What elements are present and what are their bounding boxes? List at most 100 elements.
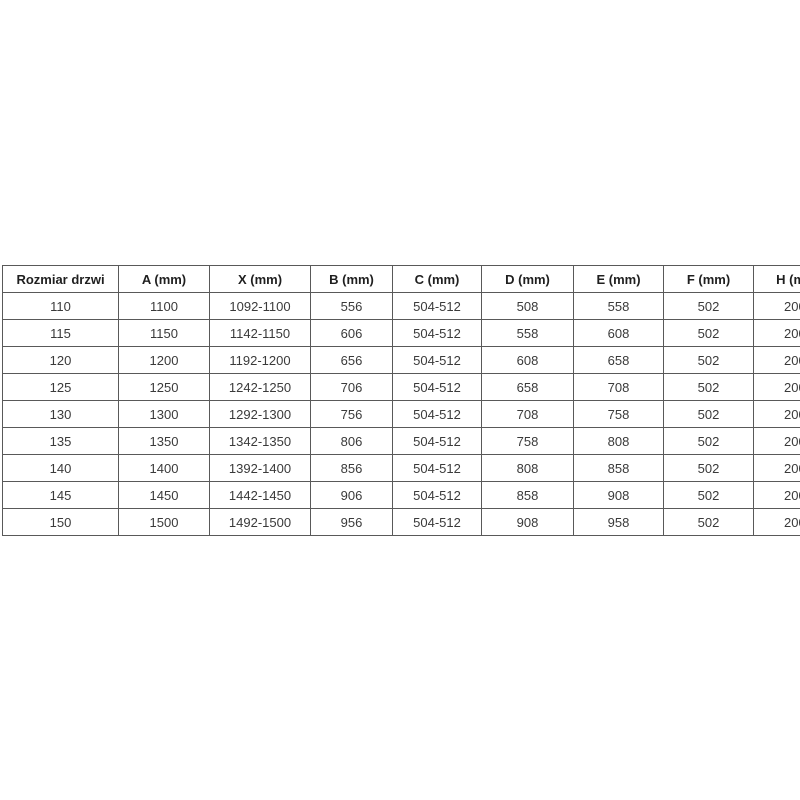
table-cell: 958 bbox=[573, 508, 664, 536]
table-cell: 706 bbox=[310, 373, 393, 401]
table-cell: 2000 bbox=[753, 427, 800, 455]
table-cell: 120 bbox=[2, 346, 119, 374]
table-cell: 150 bbox=[2, 508, 119, 536]
door-dimensions-table: Rozmiar drzwi A (mm) X (mm) B (mm) C (mm) D (… bbox=[2, 265, 800, 536]
table-header: Rozmiar drzwi A (mm) X (mm) B (mm) C (mm) D (… bbox=[2, 265, 800, 293]
table-cell: 502 bbox=[663, 400, 754, 428]
table-cell: 1342-1350 bbox=[209, 427, 311, 455]
table-cell: 502 bbox=[663, 508, 754, 536]
table-cell: 502 bbox=[663, 319, 754, 347]
table-cell: 956 bbox=[310, 508, 393, 536]
table-cell: 504-512 bbox=[392, 346, 482, 374]
table-cell: 1350 bbox=[118, 427, 210, 455]
table-cell: 558 bbox=[481, 319, 574, 347]
column-header-x: X (mm) bbox=[209, 265, 311, 293]
table-cell: 758 bbox=[573, 400, 664, 428]
table-cell: 1150 bbox=[118, 319, 210, 347]
table-cell: 2000 bbox=[753, 481, 800, 509]
table-cell: 606 bbox=[310, 319, 393, 347]
table-cell: 502 bbox=[663, 346, 754, 374]
table-cell: 806 bbox=[310, 427, 393, 455]
table-cell: 756 bbox=[310, 400, 393, 428]
table-cell: 2000 bbox=[753, 400, 800, 428]
table-cell: 140 bbox=[2, 454, 119, 482]
table-cell: 1242-1250 bbox=[209, 373, 311, 401]
table-cell: 504-512 bbox=[392, 400, 482, 428]
column-header-rozmiar-drzwi: Rozmiar drzwi bbox=[2, 265, 119, 293]
table-cell: 2000 bbox=[753, 373, 800, 401]
table-cell: 135 bbox=[2, 427, 119, 455]
table-cell: 504-512 bbox=[392, 427, 482, 455]
table-cell: 858 bbox=[573, 454, 664, 482]
table-cell: 808 bbox=[481, 454, 574, 482]
table-cell: 502 bbox=[663, 481, 754, 509]
column-header-c: C (mm) bbox=[392, 265, 482, 293]
table-cell: 130 bbox=[2, 400, 119, 428]
table-cell: 2000 bbox=[753, 346, 800, 374]
table-cell: 1142-1150 bbox=[209, 319, 311, 347]
table-cell: 504-512 bbox=[392, 454, 482, 482]
table-cell: 758 bbox=[481, 427, 574, 455]
table-cell: 145 bbox=[2, 481, 119, 509]
table-cell: 508 bbox=[481, 292, 574, 320]
table-cell: 1500 bbox=[118, 508, 210, 536]
table-cell: 504-512 bbox=[392, 319, 482, 347]
table-cell: 1300 bbox=[118, 400, 210, 428]
table-cell: 1192-1200 bbox=[209, 346, 311, 374]
table-cell: 558 bbox=[573, 292, 664, 320]
table-cell: 504-512 bbox=[392, 292, 482, 320]
header-row: Rozmiar drzwi A (mm) X (mm) B (mm) C (mm) D (… bbox=[2, 265, 800, 293]
table-cell: 808 bbox=[573, 427, 664, 455]
table-body: 11011001092-1100556504-51250855850220001… bbox=[2, 292, 800, 536]
table-cell: 608 bbox=[573, 319, 664, 347]
table-cell: 1450 bbox=[118, 481, 210, 509]
column-header-e: E (mm) bbox=[573, 265, 664, 293]
column-header-a: A (mm) bbox=[118, 265, 210, 293]
table-cell: 708 bbox=[573, 373, 664, 401]
table-cell: 708 bbox=[481, 400, 574, 428]
table-cell: 1250 bbox=[118, 373, 210, 401]
table-cell: 906 bbox=[310, 481, 393, 509]
table-cell: 2000 bbox=[753, 508, 800, 536]
table-cell: 502 bbox=[663, 373, 754, 401]
table-cell: 2000 bbox=[753, 319, 800, 347]
table-cell: 1292-1300 bbox=[209, 400, 311, 428]
table-cell: 908 bbox=[573, 481, 664, 509]
table-cell: 2000 bbox=[753, 454, 800, 482]
table-cell: 504-512 bbox=[392, 373, 482, 401]
table-cell: 115 bbox=[2, 319, 119, 347]
table-cell: 504-512 bbox=[392, 508, 482, 536]
table-cell: 125 bbox=[2, 373, 119, 401]
table-cell: 1400 bbox=[118, 454, 210, 482]
column-header-h: H (mm) bbox=[753, 265, 800, 293]
table-cell: 658 bbox=[481, 373, 574, 401]
table-cell: 2000 bbox=[753, 292, 800, 320]
table-cell: 658 bbox=[573, 346, 664, 374]
table-cell: 858 bbox=[481, 481, 574, 509]
column-header-f: F (mm) bbox=[663, 265, 754, 293]
table-cell: 110 bbox=[2, 292, 119, 320]
table-cell: 608 bbox=[481, 346, 574, 374]
table-cell: 502 bbox=[663, 292, 754, 320]
table-cell: 556 bbox=[310, 292, 393, 320]
table-cell: 656 bbox=[310, 346, 393, 374]
table-cell: 1442-1450 bbox=[209, 481, 311, 509]
column-header-d: D (mm) bbox=[481, 265, 574, 293]
table-cell: 502 bbox=[663, 427, 754, 455]
table-cell: 502 bbox=[663, 454, 754, 482]
table-cell: 504-512 bbox=[392, 481, 482, 509]
table-cell: 856 bbox=[310, 454, 393, 482]
table-cell: 1200 bbox=[118, 346, 210, 374]
table-cell: 1492-1500 bbox=[209, 508, 311, 536]
column-header-b: B (mm) bbox=[310, 265, 393, 293]
